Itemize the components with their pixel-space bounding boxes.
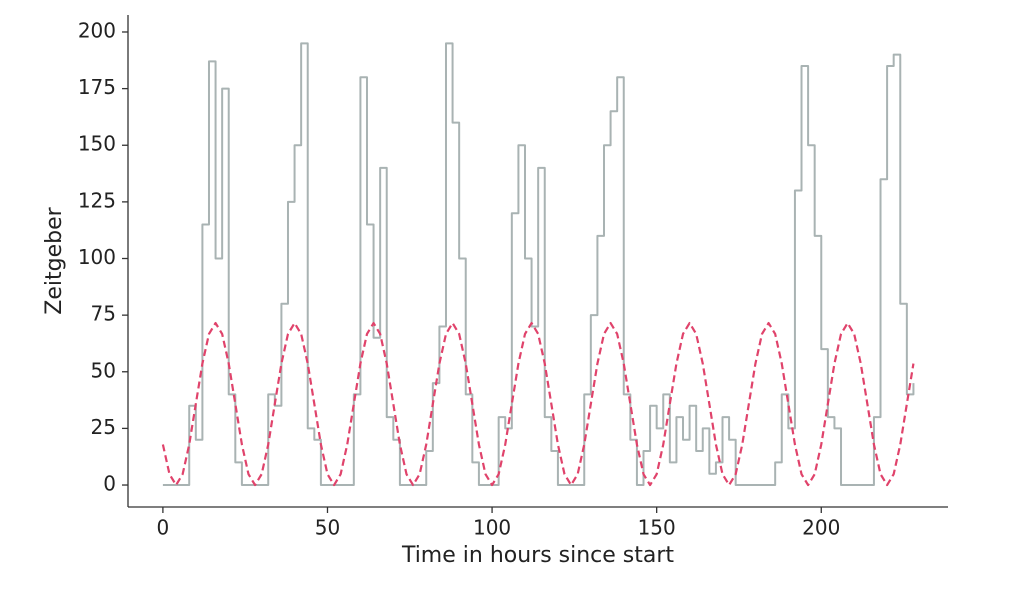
x-axis-label: Time in hours since start (401, 543, 674, 568)
y-tick-label: 25 (91, 415, 116, 439)
y-tick-label: 50 (91, 358, 116, 382)
y-tick-label: 125 (78, 188, 116, 212)
x-tick-label: 150 (638, 516, 676, 540)
x-tick-label: 50 (315, 516, 340, 540)
x-tick-label: 200 (802, 516, 840, 540)
step-line (162, 42, 915, 487)
y-tick-label: 200 (78, 18, 116, 42)
y-tick-label: 150 (78, 132, 116, 156)
x-tick-label: 100 (473, 516, 511, 540)
y-tick-label: 175 (78, 75, 116, 99)
model-line (161, 321, 915, 487)
y-axis-label: Zeitgeber (42, 206, 67, 314)
y-tick-label: 0 (103, 472, 116, 496)
x-tick-label: 0 (157, 516, 170, 540)
y-tick-label: 75 (91, 302, 116, 326)
y-tick-label: 100 (78, 245, 116, 269)
